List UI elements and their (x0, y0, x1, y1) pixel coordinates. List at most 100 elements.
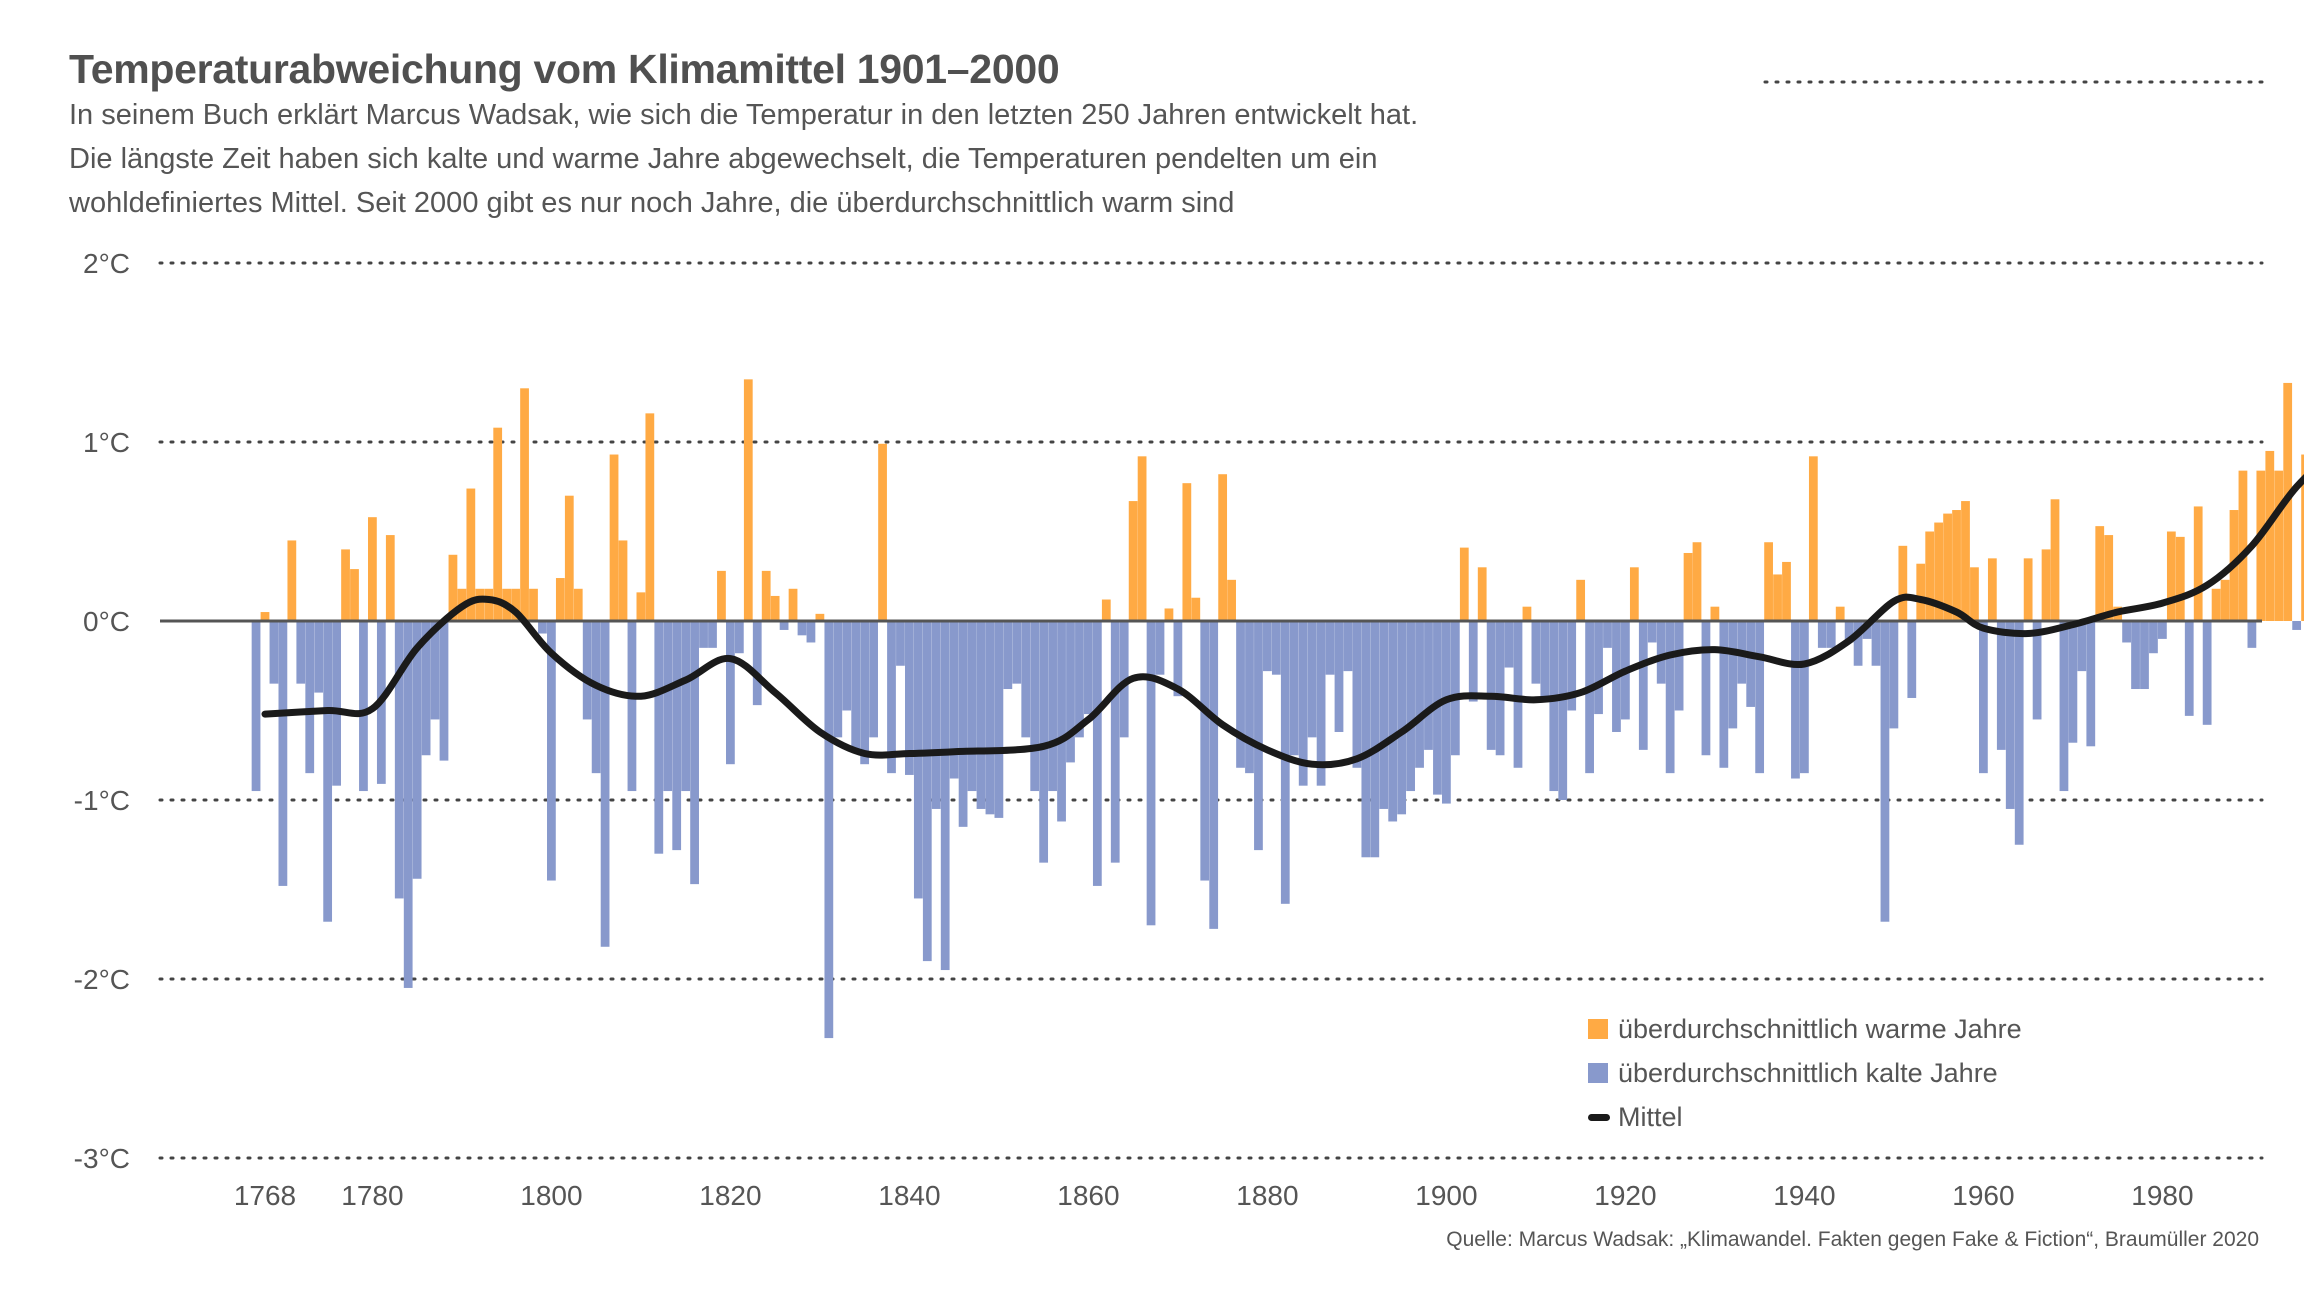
x-tick-label: 1820 (699, 1180, 761, 1211)
x-tick-label: 1768 (234, 1180, 296, 1211)
bar-cold-1838 (887, 621, 896, 774)
x-tick-label: 1780 (341, 1180, 403, 1211)
bar-cold-1850 (994, 621, 1004, 818)
bar-cold-1816 (690, 621, 699, 885)
bar-cold-1774 (314, 621, 324, 693)
bar-cold-1912 (1549, 621, 1559, 792)
bar-cold-1857 (1057, 621, 1066, 822)
bar-warm-1953 (1916, 563, 1926, 621)
bar-cold-1836 (869, 621, 878, 738)
bar-cold-1906 (1495, 621, 1505, 756)
bar-cold-1853 (1021, 621, 1031, 738)
bar-cold-1851 (1003, 621, 1013, 690)
bar-cold-1859 (1075, 621, 1084, 738)
bar-cold-1844 (940, 621, 950, 971)
y-tick-label: -1°C (74, 785, 130, 816)
bar-cold-1990 (2247, 621, 2257, 648)
bar-cold-1820 (726, 621, 735, 765)
bar-warm-1993 (2274, 470, 2284, 621)
bar-cold-1887 (1325, 621, 1335, 675)
bar-cold-1785 (412, 621, 422, 879)
bar-cold-1855 (1039, 621, 1049, 863)
bar-warm-1875 (1218, 474, 1228, 621)
bar-cold-1980 (2158, 621, 2167, 639)
bar-cold-1884 (1298, 621, 1308, 786)
bar-cold-1877 (1236, 621, 1245, 768)
bar-cold-1917 (1594, 621, 1603, 715)
bar-warm-1981 (2166, 531, 2176, 621)
bar-cold-1934 (1746, 621, 1756, 707)
bar-cold-1842 (922, 621, 932, 962)
bar-cold-1852 (1012, 621, 1022, 684)
bar-cold-1860 (1084, 621, 1093, 715)
bar-warm-1909 (1522, 606, 1532, 621)
bar-cold-1833 (842, 621, 852, 711)
bar-cold-1913 (1558, 621, 1568, 800)
bar-cold-1972 (2086, 621, 2096, 747)
x-tick-label: 1800 (520, 1180, 582, 1211)
bar-cold-1889 (1343, 621, 1353, 672)
bar-cold-1845 (949, 621, 959, 779)
bar-cold-1786 (421, 621, 431, 756)
y-tick-label: -3°C (74, 1143, 130, 1174)
bar-cold-1784 (403, 621, 413, 988)
bar-cold-1900 (1442, 621, 1451, 804)
bar-warm-1961 (1987, 558, 1997, 621)
bar-cold-1939 (1791, 621, 1800, 779)
bar-cold-1964 (2014, 621, 2024, 845)
bar-cold-1809 (627, 621, 637, 792)
bar-cold-1916 (1585, 621, 1594, 774)
bar-warm-1965 (2023, 558, 2033, 621)
bar-cold-1879 (1254, 621, 1263, 851)
bar-cold-1799 (538, 621, 547, 634)
bar-warm-1794 (493, 427, 503, 621)
x-tick-label: 1860 (1057, 1180, 1119, 1211)
bar-warm-1876 (1227, 579, 1236, 621)
bar-warm-1802 (564, 495, 574, 621)
bar-warm-1778 (350, 569, 359, 621)
bar-cold-1849 (985, 621, 995, 815)
bar-warm-1968 (2050, 499, 2060, 621)
bar-warm-1789 (448, 554, 458, 621)
tick-labels: 2°C 1°C 0°C -1°C -2°C -3°C 1768 1780 1800 1820 184… (74, 248, 2194, 1211)
subtitle-line-2: Die längste Zeit haben sich kalte und wa… (69, 143, 1378, 175)
bar-warm-1825 (770, 595, 780, 621)
bar-warm-1866 (1137, 456, 1147, 621)
bar-cold-1918 (1603, 621, 1612, 648)
bar-cold-1962 (1996, 621, 2006, 750)
bar-cold-1890 (1352, 621, 1362, 768)
legend-item-cold: überdurchschnittlich kalte Jahre (1588, 1051, 2022, 1095)
bar-cold-1963 (2005, 621, 2015, 809)
bar-warm-1796 (511, 588, 520, 621)
bar-cold-1804 (582, 621, 592, 720)
bar-cold-1894 (1388, 621, 1398, 822)
bar-cold-1882 (1280, 621, 1290, 904)
bar-series (251, 379, 2304, 1039)
bar-warm-1792 (475, 588, 485, 621)
bar-cold-1940 (1800, 621, 1809, 774)
legend-item-mean: Mittel (1588, 1095, 2022, 1139)
bar-warm-1780 (368, 517, 377, 621)
bar-cold-1924 (1656, 621, 1666, 684)
chart-title: Temperaturabweichung vom Klimamittel 190… (69, 46, 1060, 92)
bar-warm-1936 (1764, 542, 1773, 621)
bar-cold-1976 (2122, 621, 2131, 643)
bar-cold-1826 (779, 621, 789, 630)
subtitle-line-3: wohldefiniertes Mittel. Seit 2000 gibt e… (69, 187, 1235, 219)
bar-cold-1908 (1513, 621, 1523, 768)
bar-warm-1941 (1808, 456, 1818, 621)
bar-warm-1921 (1629, 567, 1639, 621)
bar-cold-1922 (1638, 621, 1648, 750)
bar-cold-1905 (1486, 621, 1496, 750)
bar-cold-1970 (2068, 621, 2078, 743)
bar-warm-1902 (1459, 547, 1469, 621)
y-tick-label: 2°C (83, 248, 130, 279)
bar-warm-1827 (788, 588, 798, 621)
bar-warm-1986 (2211, 588, 2221, 621)
mean-line-group (261, 473, 2304, 769)
bar-cold-1843 (931, 621, 941, 809)
bar-warm-1927 (1683, 552, 1693, 621)
bar-cold-1828 (797, 621, 807, 636)
bar-cold-1966 (2032, 621, 2042, 720)
bar-warm-1811 (645, 413, 655, 621)
